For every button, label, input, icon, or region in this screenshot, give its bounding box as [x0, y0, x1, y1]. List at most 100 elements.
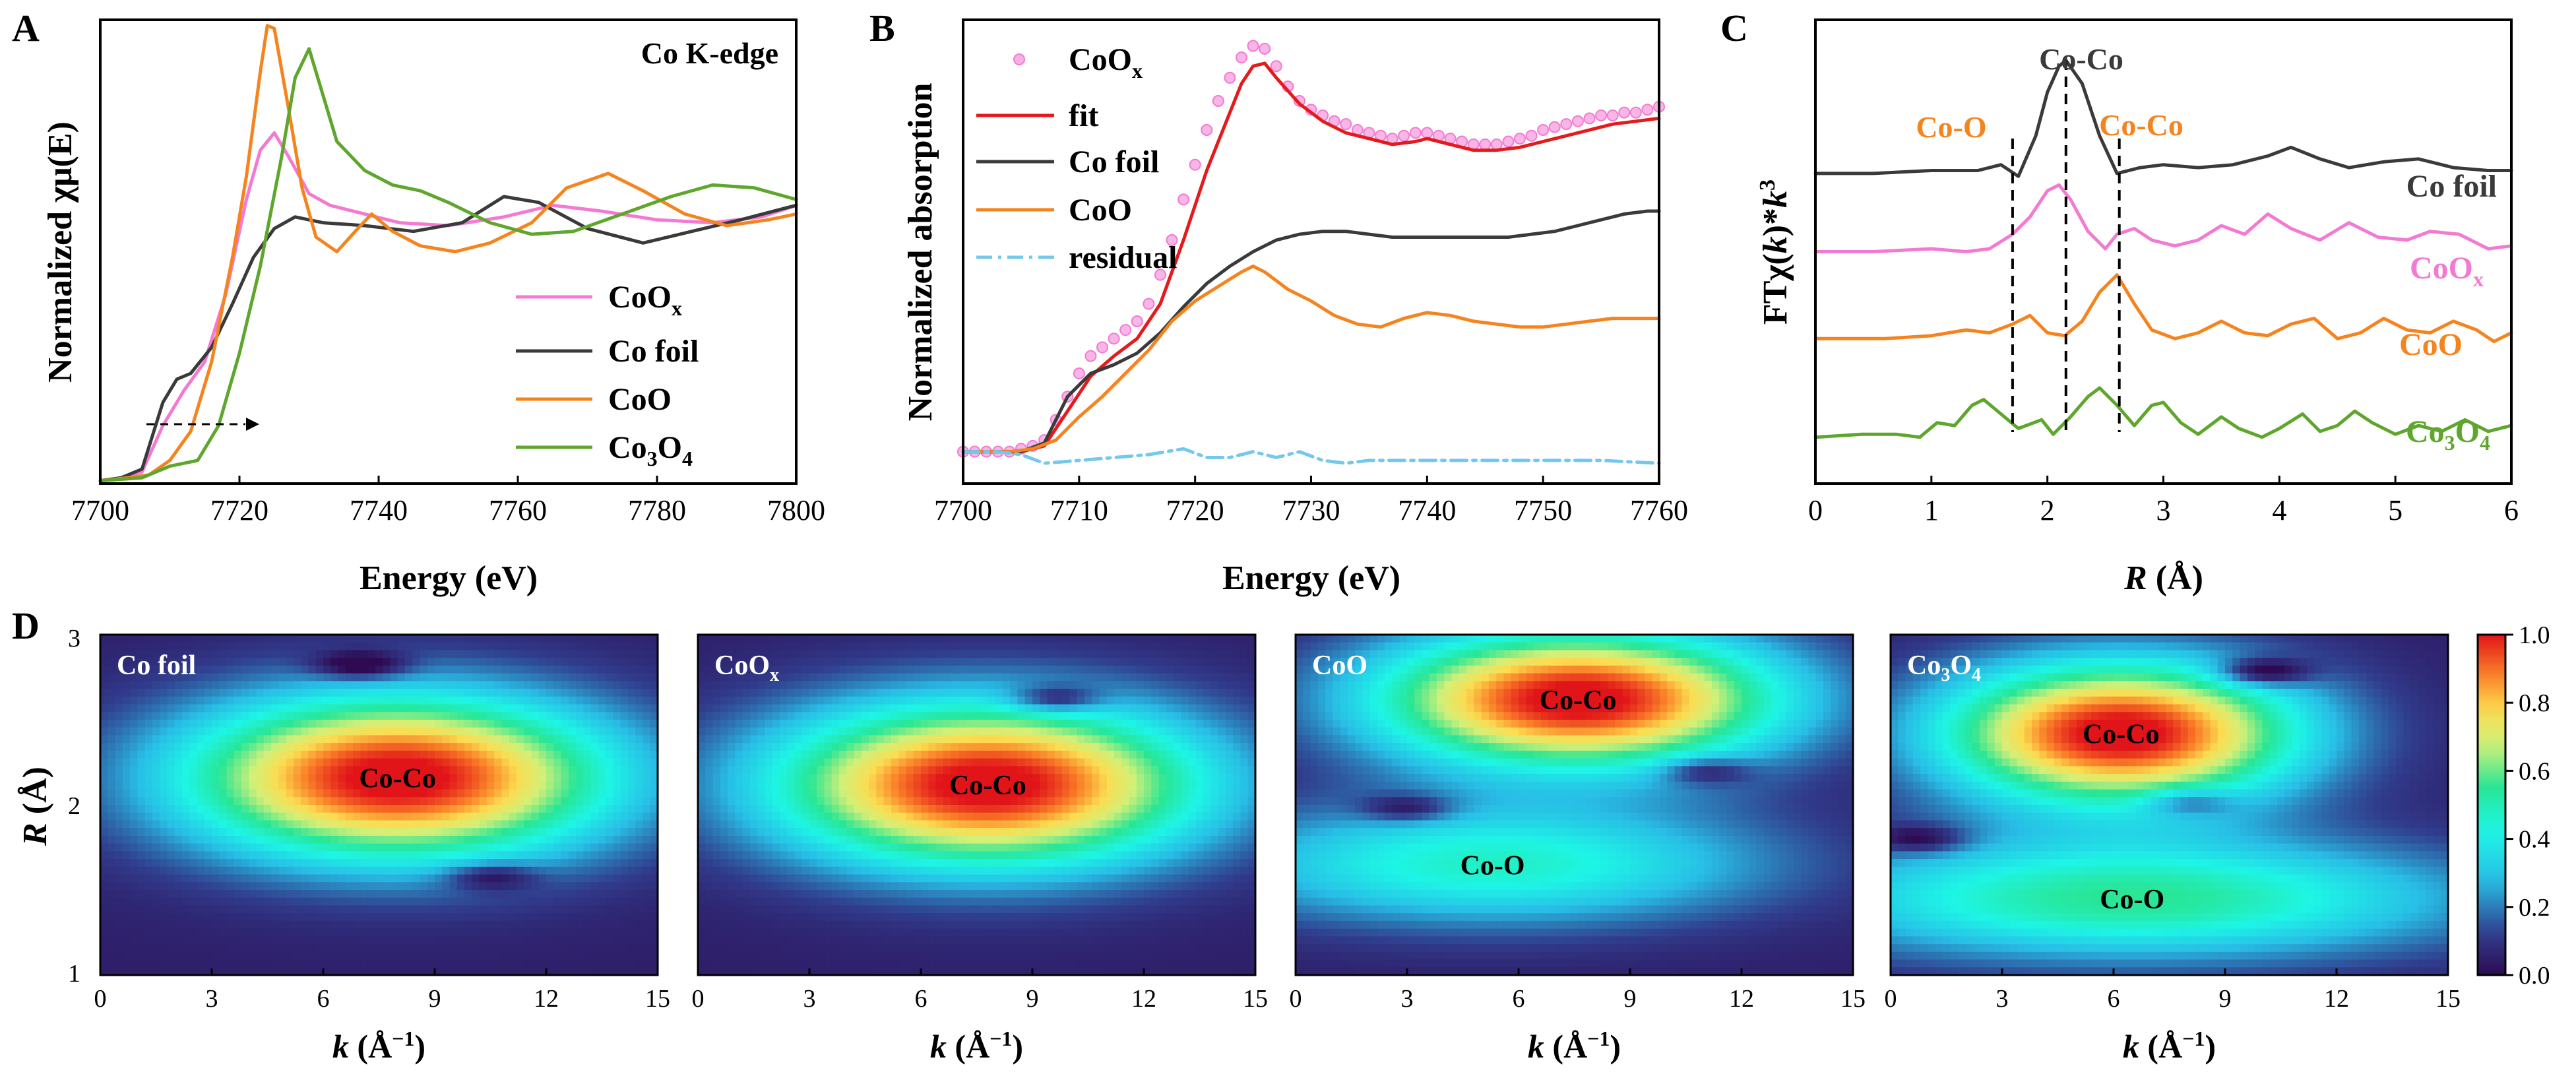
heat-cell — [189, 805, 198, 813]
heat-cell — [913, 774, 922, 782]
heat-cell — [606, 812, 614, 821]
heat-cell — [1084, 689, 1092, 697]
heat-cell — [353, 812, 361, 821]
heat-cell — [728, 642, 736, 651]
heat-cell — [219, 774, 228, 782]
heat-cell — [464, 781, 473, 790]
heat-cell — [367, 758, 376, 767]
heat-cell — [509, 766, 517, 775]
heat-cell — [397, 696, 406, 705]
heat-cell — [345, 720, 354, 728]
heat-cell — [1225, 758, 1234, 767]
heat-cell — [980, 650, 989, 658]
heat-cell — [643, 789, 651, 798]
heat-cell — [108, 859, 116, 868]
heat-cell — [801, 774, 810, 782]
heat-cell — [509, 866, 517, 875]
heat-cell — [144, 712, 153, 720]
heat-cell — [583, 658, 592, 666]
heat-cell — [531, 882, 540, 891]
heat-cell — [160, 944, 168, 953]
heat-cell — [360, 774, 369, 782]
heat-cell — [189, 890, 198, 899]
heat-cell — [538, 928, 547, 937]
heat-cell — [226, 897, 235, 906]
heat-cell — [301, 843, 309, 852]
heat-cell — [1114, 712, 1122, 720]
heat-cell — [367, 704, 376, 713]
heat-cell — [538, 727, 547, 736]
heat-cell — [472, 789, 480, 798]
heat-cell — [891, 658, 899, 666]
heat-cell — [286, 758, 294, 767]
heat-cell — [479, 812, 487, 821]
heat-cell — [972, 681, 981, 689]
heat-cell — [241, 835, 250, 844]
heat-cell — [375, 913, 383, 922]
heat-cell — [935, 673, 944, 682]
heat-cell — [301, 820, 309, 829]
heat-cell — [765, 642, 773, 651]
heat-cell — [598, 689, 606, 697]
heat-cell — [219, 750, 228, 759]
heat-cell — [338, 936, 346, 945]
heat-cell — [1092, 758, 1100, 767]
heat-cell — [1017, 735, 1026, 744]
heat-cell — [427, 905, 435, 914]
heat-cell — [883, 750, 892, 759]
heat-cell — [501, 913, 510, 922]
heat-cell — [772, 766, 780, 775]
heat-cell — [643, 781, 651, 790]
heat-cell — [456, 951, 465, 961]
heat-cell — [531, 681, 540, 689]
heat-cell — [442, 843, 451, 852]
heat-cell — [189, 797, 198, 806]
heat-cell — [590, 820, 599, 829]
panel-b-point-coox-40 — [1421, 127, 1433, 139]
heat-cell — [315, 650, 324, 658]
heat-cell — [876, 696, 885, 705]
heat-cell — [241, 866, 250, 875]
heat-cell — [831, 642, 840, 651]
heat-cell — [479, 967, 487, 976]
heat-cell — [1225, 727, 1234, 736]
heat-cell — [606, 704, 614, 713]
heat-cell — [620, 928, 629, 937]
heat-cell — [197, 750, 205, 759]
heat-cell — [516, 805, 524, 813]
heat-cell — [524, 642, 532, 651]
heat-cell — [524, 673, 532, 682]
heat-cell — [1077, 650, 1085, 658]
heat-cell — [1054, 766, 1063, 775]
heat-cell — [598, 673, 606, 682]
heat-cell — [1158, 781, 1167, 790]
heat-cell — [509, 743, 517, 751]
heat-cell — [1218, 696, 1226, 705]
heat-cell — [538, 781, 547, 790]
heat-cell — [561, 913, 569, 922]
heat-cell — [212, 859, 220, 868]
heat-cell — [720, 766, 728, 775]
heat-cell — [345, 812, 354, 821]
heat-cell — [345, 766, 354, 775]
heat-cell — [226, 936, 235, 945]
heat-cell — [1144, 658, 1152, 666]
heat-cell — [174, 789, 183, 798]
heat-cell — [286, 944, 294, 953]
heat-cell — [286, 650, 294, 658]
heat-cell — [160, 758, 168, 767]
heat-cell — [516, 874, 524, 883]
heat-cell — [108, 820, 116, 829]
heat-cell — [494, 967, 503, 976]
heat-cell — [174, 851, 183, 860]
heat-cell — [1077, 681, 1085, 689]
panel-a-series-co-foil — [98, 195, 798, 483]
heat-cell — [613, 712, 621, 720]
heat-cell — [765, 781, 773, 790]
heat-cell — [286, 936, 294, 945]
heat-cell — [241, 805, 250, 813]
heat-cell — [345, 758, 354, 767]
heat-cell — [576, 866, 584, 875]
heat-cell — [442, 635, 451, 643]
heat-cell — [181, 843, 190, 852]
